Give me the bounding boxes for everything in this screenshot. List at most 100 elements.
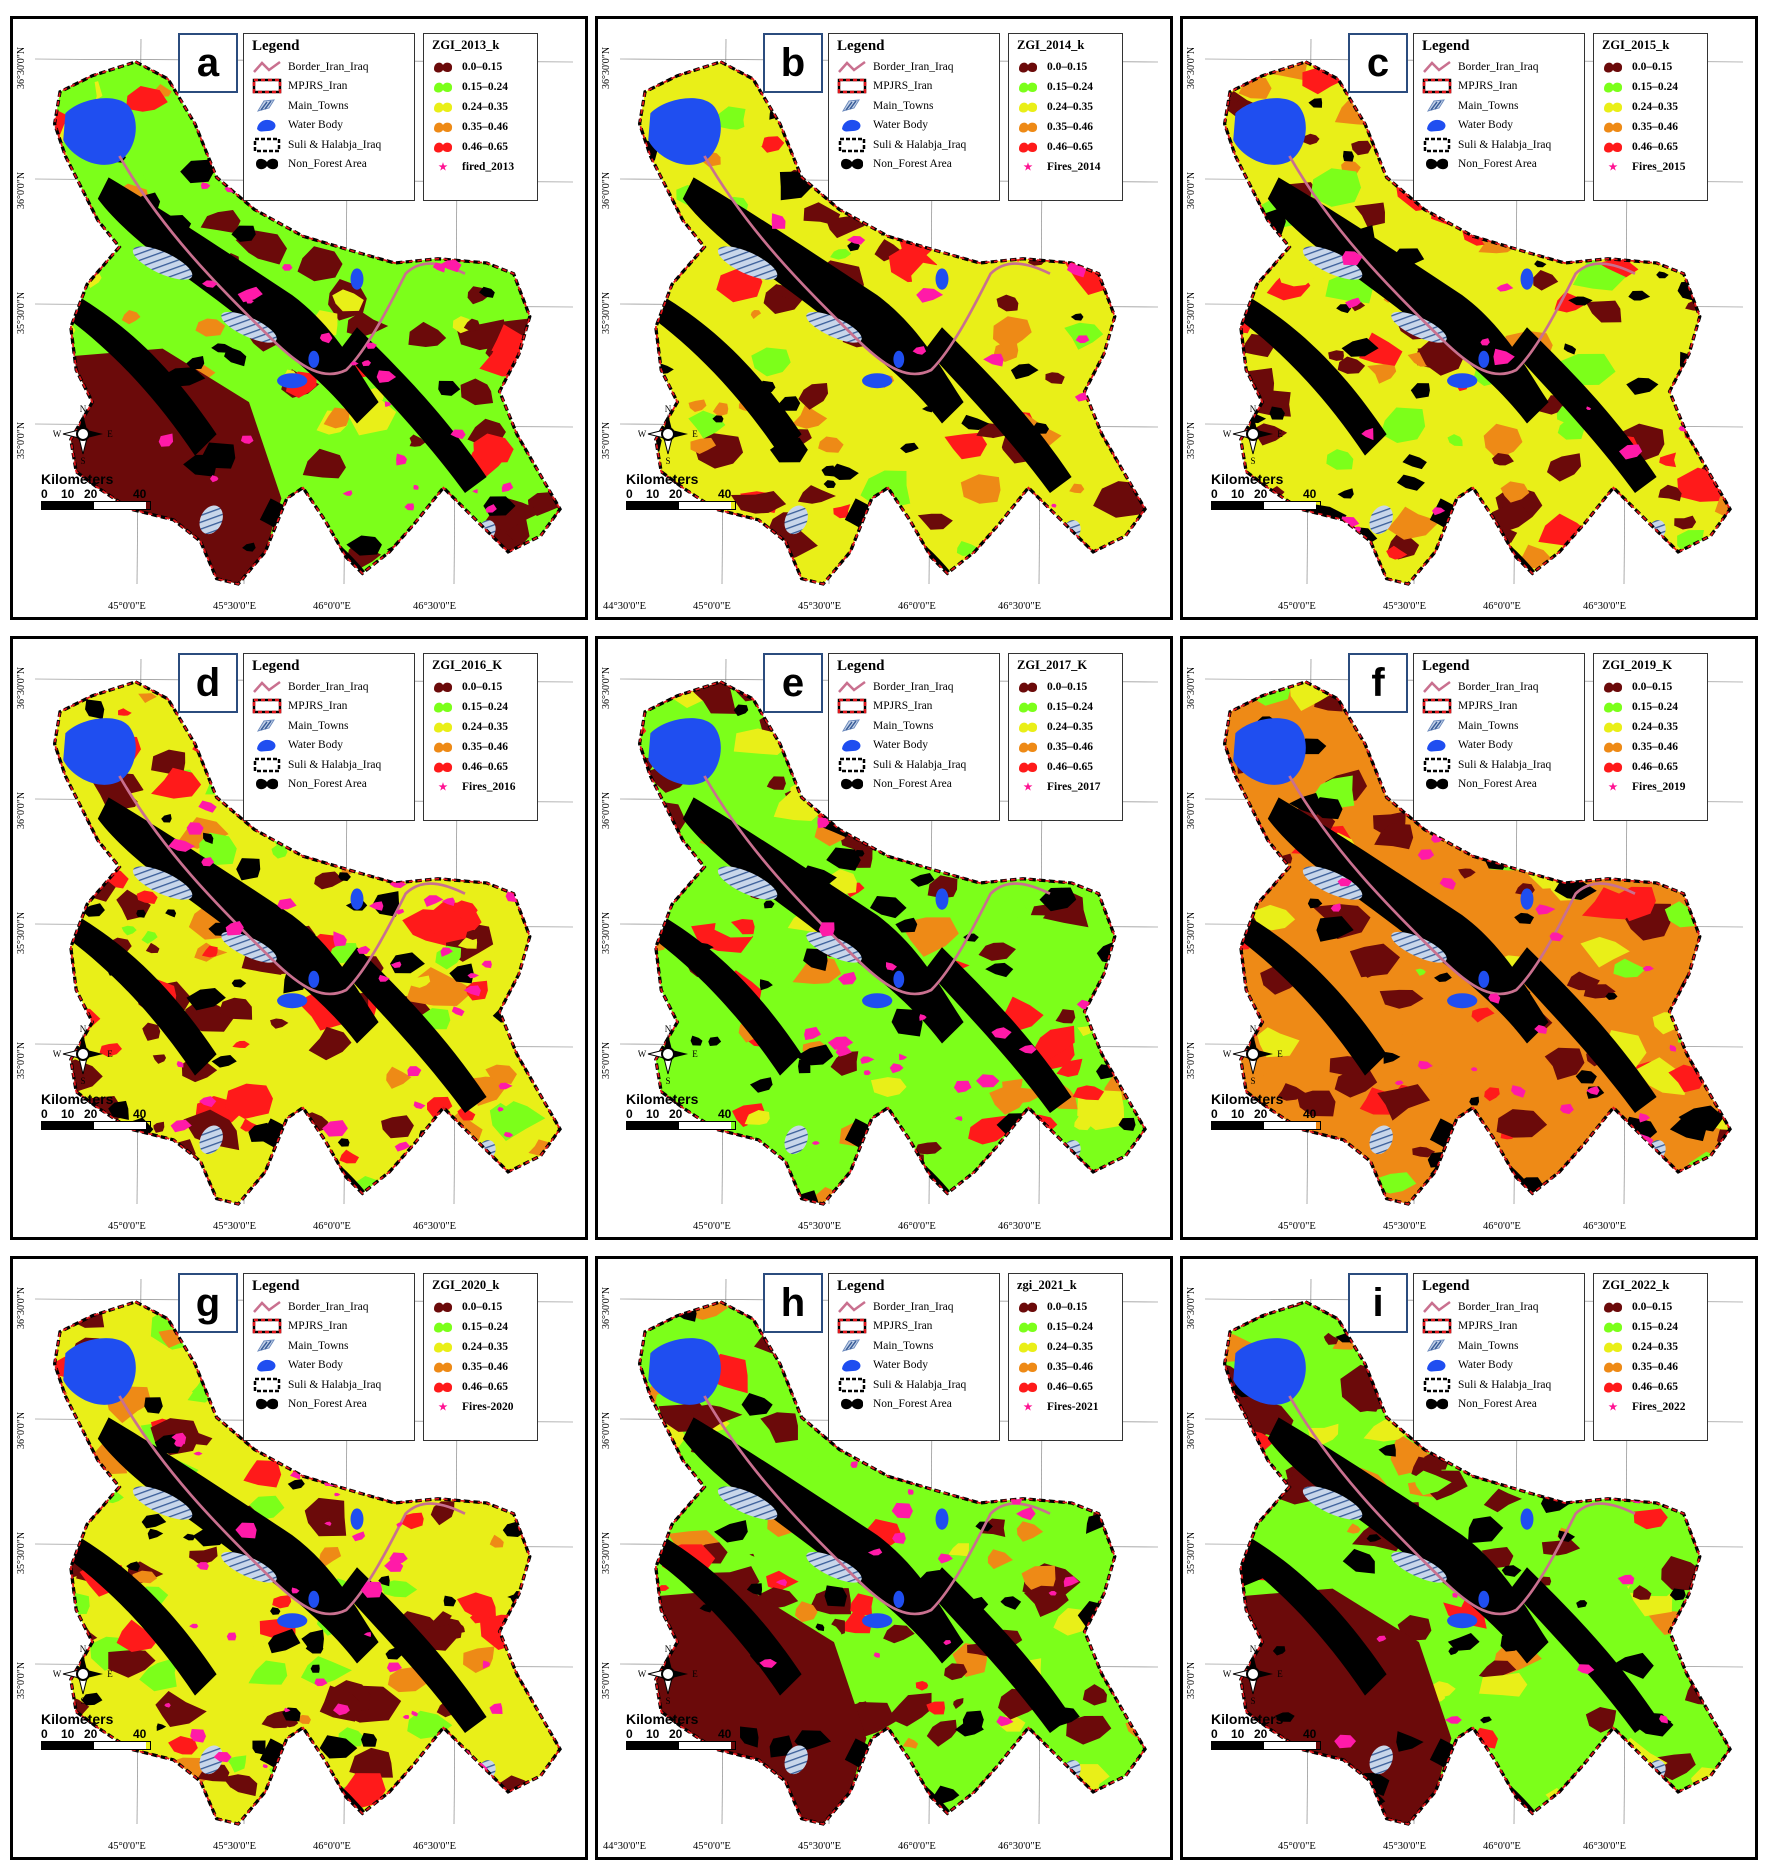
- legend-item-non-forest: Non_Forest Area: [252, 155, 406, 175]
- zgi-class-patch: [408, 1089, 428, 1110]
- zgi-class-patch: [654, 1184, 692, 1205]
- non-forest-area: [992, 1775, 1008, 1784]
- scale-bar-graphic: [626, 1121, 736, 1130]
- non-forest-area: [108, 968, 119, 976]
- zgi-class-swatch-icon: [1019, 762, 1038, 773]
- zgi-class-patch: [1719, 1587, 1731, 1601]
- zgi-class-patch: [761, 155, 789, 174]
- zgi-class-item: 0.46–0.65: [1017, 1377, 1114, 1397]
- zgi-class-patch: [705, 1762, 720, 1773]
- zgi-fire-item: ★ Fires_2022: [1602, 1397, 1699, 1417]
- zgi-class-patch: [1652, 837, 1693, 861]
- zgi-class-patch: [688, 399, 707, 412]
- fire-patch: [376, 370, 397, 383]
- zgi-class-patch: [1329, 557, 1346, 573]
- fire-patch: [407, 1066, 422, 1077]
- main-town: [1302, 1486, 1363, 1520]
- non-forest-area: [705, 1771, 722, 1786]
- zgi-class-patch: [457, 570, 469, 583]
- zgi-class-item: 0.24–0.35: [1602, 97, 1699, 117]
- zgi-class-patch: [1249, 523, 1273, 540]
- zgi-class-item: 0.35–0.46: [432, 1357, 529, 1377]
- non-forest-area: [97, 797, 379, 1044]
- fire-patch: [314, 1678, 328, 1687]
- zgi-class-patch: [1242, 534, 1278, 560]
- fire-patch: [319, 332, 333, 344]
- zgi-class-patch: [1004, 214, 1053, 243]
- zgi-class-item: 0.24–0.35: [1017, 717, 1114, 737]
- zgi-class-patch: [284, 525, 324, 564]
- border-line-icon: [1423, 60, 1451, 73]
- fire-patch: [384, 401, 392, 408]
- zgi-class-patch: [155, 1690, 207, 1728]
- scale-title: Kilometers: [1211, 1711, 1284, 1727]
- fire-patch: [863, 1070, 872, 1076]
- zgi-class-patch: [1492, 453, 1514, 466]
- zgi-class-patch: [1471, 521, 1497, 538]
- non-forest-area: [934, 1785, 960, 1804]
- zgi-class-patch: [141, 930, 158, 944]
- non-forest-area: [530, 854, 553, 870]
- legend-item-non-forest: Non_Forest Area: [252, 775, 406, 795]
- border-line-icon: [1423, 1300, 1451, 1313]
- non-forest-area: [108, 1100, 129, 1120]
- non-forest-area: [991, 1813, 1011, 1825]
- non-forest-area: [1575, 1070, 1597, 1084]
- longitude-label: 46°0'0"E: [1483, 1841, 1521, 1852]
- zgi-class-patch: [1354, 202, 1385, 227]
- zgi-class-patch: [482, 553, 514, 576]
- zgi-class-patch: [1271, 485, 1285, 496]
- water-body: [935, 888, 949, 910]
- zgi-class-item: 0.24–0.35: [1602, 1337, 1699, 1357]
- zgi-class-patch: [1387, 506, 1440, 540]
- longitude-label: 45°0'0"E: [1278, 1841, 1316, 1852]
- panel-letter-c: c: [1348, 33, 1408, 93]
- zgi-class-item: 0.0–0.15: [432, 1297, 529, 1317]
- zgi-class-patch: [1655, 1753, 1696, 1781]
- zgi-class-swatch-icon: [1019, 1342, 1038, 1353]
- non-forest-area: [569, 1052, 581, 1062]
- non-forest-area: [740, 1726, 759, 1748]
- fire-patch: [1334, 1734, 1357, 1749]
- zgi-class-patch: [1591, 203, 1617, 221]
- fire-patch: [246, 298, 254, 304]
- zgi-class-patch: [1702, 702, 1731, 737]
- fire-patch: [1534, 1024, 1548, 1034]
- dashed-black-box-icon: [1423, 137, 1451, 152]
- main-town: [717, 1486, 778, 1520]
- fire-patch: [360, 1581, 383, 1598]
- non-forest-area: [925, 327, 1072, 494]
- fire-patch: [213, 1751, 232, 1763]
- non-forest-area: [639, 138, 643, 159]
- fire-patch: [1639, 220, 1650, 230]
- zgi-class-patch: [1241, 268, 1262, 281]
- fire-patch: [333, 1703, 350, 1716]
- zgi-class-swatch-icon: [434, 102, 453, 113]
- fire-star-icon: ★: [1023, 781, 1033, 793]
- dashed-red-box-icon: [837, 79, 867, 94]
- non-forest-icon: [256, 779, 279, 790]
- non-forest-area: [1510, 1567, 1657, 1734]
- non-forest-area: [708, 1036, 722, 1046]
- fire-patch: [489, 1703, 503, 1715]
- dashed-red-box-icon: [252, 79, 282, 94]
- fire-patch: [171, 1432, 187, 1445]
- longitude-label: 45°0'0"E: [693, 1841, 731, 1852]
- fire-patch: [1337, 877, 1353, 887]
- non-forest-area: [925, 1567, 1072, 1734]
- zgi-class-patch: [152, 1290, 171, 1300]
- latitude-label: 36°0'0"N: [1186, 1411, 1197, 1449]
- non-forest-area: [650, 295, 802, 456]
- non-forest-area: [301, 1629, 324, 1649]
- scale-title: Kilometers: [41, 1711, 114, 1727]
- fire-patch: [497, 1106, 504, 1112]
- mpjrs-boundary: [1223, 680, 1732, 1205]
- main-town: [1369, 1745, 1393, 1775]
- scale-bar: Kilometers 0 10 20 40: [626, 1091, 736, 1130]
- longitude-label: 46°0'0"E: [313, 601, 351, 612]
- zgi-class-patch: [1674, 515, 1697, 530]
- zgi-class-swatch-icon: [1019, 1362, 1038, 1373]
- zgi-class-patch: [908, 1522, 922, 1532]
- latitude-label: 36°30'0"N: [1186, 666, 1197, 709]
- non-forest-area: [443, 1595, 457, 1607]
